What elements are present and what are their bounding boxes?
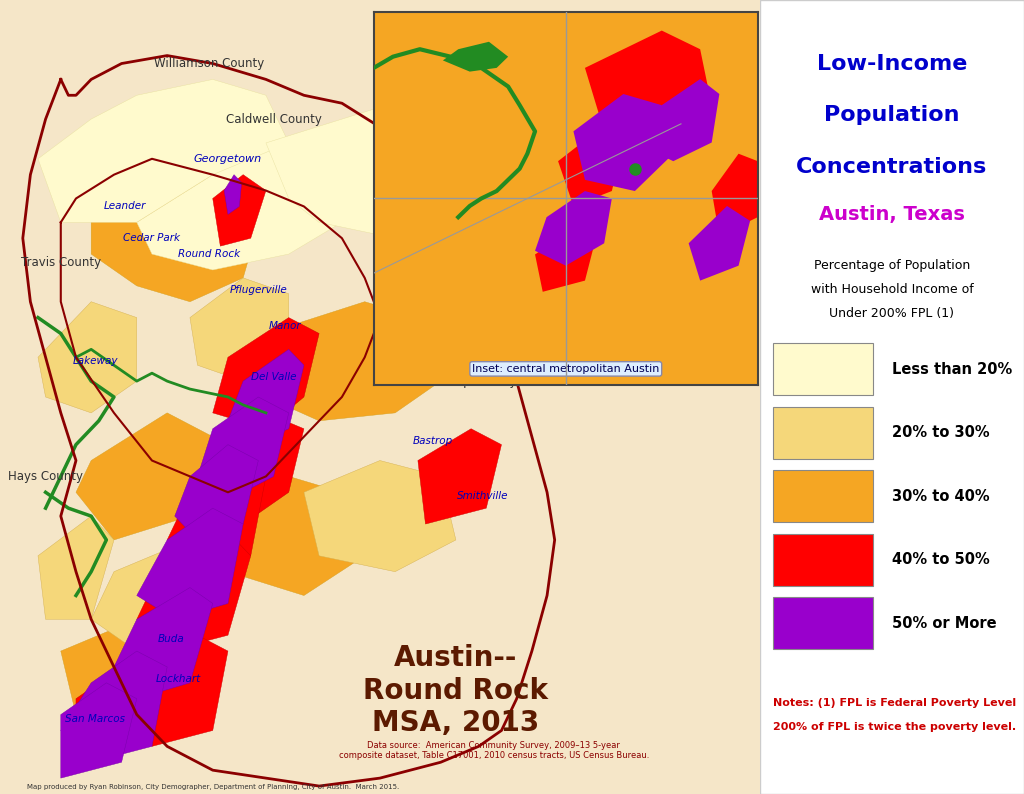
Polygon shape xyxy=(60,683,137,778)
Text: 20% to 30%: 20% to 30% xyxy=(892,426,989,440)
Polygon shape xyxy=(558,131,624,206)
Text: Bastrop County: Bastrop County xyxy=(425,375,517,387)
Polygon shape xyxy=(442,42,508,71)
Text: Inset: central metropolitan Austin: Inset: central metropolitan Austin xyxy=(472,364,659,374)
Polygon shape xyxy=(535,229,596,291)
Polygon shape xyxy=(190,278,289,381)
Text: Hays County: Hays County xyxy=(8,470,83,483)
Polygon shape xyxy=(91,175,266,302)
Polygon shape xyxy=(374,12,758,385)
Text: Data source:  American Community Survey, 2009–13 5-year
composite dataset, Table: Data source: American Community Survey, … xyxy=(339,741,649,760)
Polygon shape xyxy=(137,516,251,651)
Polygon shape xyxy=(76,413,213,540)
Polygon shape xyxy=(198,413,304,524)
Polygon shape xyxy=(213,175,266,246)
Text: Under 200% FPL (1): Under 200% FPL (1) xyxy=(829,307,954,320)
Text: San Marcos: San Marcos xyxy=(65,714,125,723)
Polygon shape xyxy=(76,667,152,754)
Text: Del Valle: Del Valle xyxy=(251,372,296,382)
Text: Concentrations: Concentrations xyxy=(797,156,987,177)
Text: Buda: Buda xyxy=(158,634,184,644)
FancyBboxPatch shape xyxy=(773,534,873,586)
Polygon shape xyxy=(60,619,213,730)
Polygon shape xyxy=(535,191,611,266)
Text: Round Rock: Round Rock xyxy=(178,249,240,259)
Polygon shape xyxy=(712,154,758,236)
Polygon shape xyxy=(167,461,266,572)
Text: 30% to 40%: 30% to 40% xyxy=(892,489,989,503)
Text: 50% or More: 50% or More xyxy=(892,616,996,630)
Text: with Household Income of: with Household Income of xyxy=(811,283,973,296)
Text: Caldwell County: Caldwell County xyxy=(225,113,322,125)
Polygon shape xyxy=(228,349,304,445)
Text: Cedar Park: Cedar Park xyxy=(124,233,180,243)
Polygon shape xyxy=(38,516,114,619)
Text: Williamson County: Williamson County xyxy=(154,57,264,70)
Polygon shape xyxy=(175,445,258,540)
Text: Map produced by Ryan Robinson, City Demographer, Department of Planning, City of: Map produced by Ryan Robinson, City Demo… xyxy=(27,784,399,790)
Polygon shape xyxy=(643,79,719,161)
Text: Lockhart: Lockhart xyxy=(156,674,201,684)
Polygon shape xyxy=(38,79,289,222)
Polygon shape xyxy=(152,635,228,746)
Polygon shape xyxy=(91,540,228,651)
FancyBboxPatch shape xyxy=(773,470,873,522)
Polygon shape xyxy=(266,302,440,421)
Text: Notes: (1) FPL is Federal Poverty Level: Notes: (1) FPL is Federal Poverty Level xyxy=(773,698,1016,707)
Polygon shape xyxy=(114,588,213,699)
FancyBboxPatch shape xyxy=(773,598,873,649)
Polygon shape xyxy=(585,30,712,142)
Text: Lakeway: Lakeway xyxy=(73,357,118,366)
Text: Smithville: Smithville xyxy=(457,491,508,501)
Text: Manor: Manor xyxy=(268,321,301,330)
Polygon shape xyxy=(38,302,137,413)
Polygon shape xyxy=(418,429,502,524)
Text: Austin, Texas: Austin, Texas xyxy=(819,205,965,224)
Polygon shape xyxy=(573,94,674,191)
Text: Bastrop: Bastrop xyxy=(413,436,454,445)
Polygon shape xyxy=(224,175,242,214)
Text: Less than 20%: Less than 20% xyxy=(892,362,1012,376)
Polygon shape xyxy=(137,508,243,619)
Text: Leander: Leander xyxy=(104,202,146,211)
Text: 200% of FPL is twice the poverty level.: 200% of FPL is twice the poverty level. xyxy=(773,722,1016,731)
Polygon shape xyxy=(137,143,342,270)
Text: 40% to 50%: 40% to 50% xyxy=(892,553,989,567)
Polygon shape xyxy=(266,95,494,238)
Polygon shape xyxy=(213,476,365,596)
Text: Pflugerville: Pflugerville xyxy=(229,285,287,295)
Text: Georgetown: Georgetown xyxy=(194,154,262,164)
Polygon shape xyxy=(304,461,456,572)
Polygon shape xyxy=(213,318,319,429)
FancyBboxPatch shape xyxy=(773,343,873,395)
Text: Travis County: Travis County xyxy=(20,256,100,268)
Polygon shape xyxy=(198,397,289,500)
Text: Percentage of Population: Percentage of Population xyxy=(814,260,970,272)
Polygon shape xyxy=(60,651,167,762)
Polygon shape xyxy=(688,206,750,280)
Text: Low-Income: Low-Income xyxy=(817,53,967,74)
Text: Population: Population xyxy=(824,105,959,125)
Text: Austin--
Round Rock
MSA, 2013: Austin-- Round Rock MSA, 2013 xyxy=(364,645,549,737)
FancyBboxPatch shape xyxy=(773,407,873,459)
